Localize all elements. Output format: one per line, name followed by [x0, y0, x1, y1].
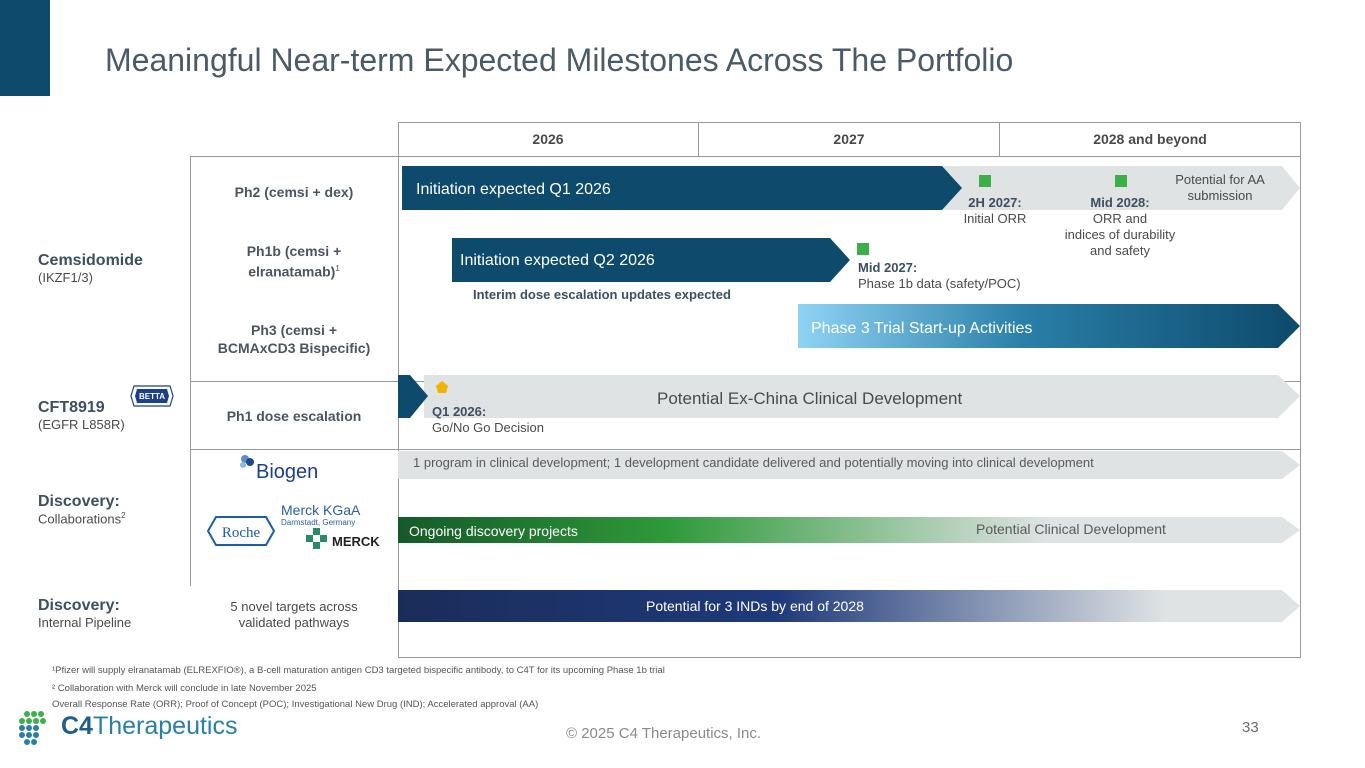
milestone-square-icon: [979, 175, 991, 187]
arrow-internal-inds: [398, 590, 1300, 622]
program-discovery-internal: Discovery: Internal Pipeline: [38, 597, 131, 630]
program-sub: Internal Pipeline: [38, 615, 132, 630]
milestone-2h-2027: 2H 2027: Initial ORR: [963, 195, 1027, 226]
row-label-ph3: Ph3 (cemsi + BCMAxCD3 Bispecific): [217, 322, 371, 356]
row-label-internal: 5 novel targets across validated pathway…: [230, 599, 358, 630]
merck-logo-text: MERCK: [332, 534, 380, 549]
ph1b-interim-text: Interim dose escalation updates expected: [473, 287, 731, 302]
ph1b-initiation-text: Initiation expected Q2 2026: [460, 252, 655, 269]
milestone-square-icon: [857, 243, 869, 255]
merck-kgaa-subtext: Darmstadt, Germany: [281, 518, 356, 527]
title-accent-block: [0, 0, 50, 96]
arrow-cft-exchina: [424, 375, 1300, 418]
page-number: 33: [1242, 719, 1259, 736]
arrow-cft-start: [398, 375, 428, 418]
milestone-q1-2026: Q1 2026: Go/No Go Decision: [432, 404, 544, 435]
milestone-mid-2027: Mid 2027: Phase 1b data (safety/POC): [858, 260, 1021, 291]
footnote-2: ² Collaboration with Merck will conclude…: [52, 683, 317, 694]
slide-title: Meaningful Near-term Expected Milestones…: [105, 42, 1014, 78]
program-sub: Collaborations2: [38, 511, 126, 527]
arrow-ph1b-initiation: [452, 238, 850, 282]
cft-exchina-text: Potential Ex-China Clinical Development: [657, 389, 963, 408]
company-logo-text: C4Therapeutics: [61, 712, 238, 740]
milestone-square-icon: [1115, 175, 1127, 187]
program-name: CFT8919: [38, 399, 105, 416]
internal-inds-text: Potential for 3 INDs by end of 2028: [646, 598, 864, 614]
collab-potential-text: Potential Clinical Development: [976, 521, 1166, 537]
program-cft8919: CFT8919 (EGFR L858R): [38, 399, 125, 432]
ph3-trial-text: Phase 3 Trial Start-up Activities: [811, 320, 1033, 337]
arrow-ph2-extension: [930, 166, 1300, 210]
program-name: Cemsidomide: [38, 252, 143, 269]
pentagon-milestone-icon: [436, 381, 448, 393]
arrow-collab-ongoing: [398, 517, 1300, 543]
merck-kgaa-text: Merck KGaA: [281, 502, 361, 518]
merck-logo: MERCK: [306, 528, 386, 552]
milestone-mid-2028: Mid 2028: ORR and indices of durability …: [1064, 195, 1176, 258]
c4-dots-logo-icon: [18, 710, 58, 746]
collab-ongoing-text: Ongoing discovery projects: [409, 523, 578, 539]
program-discovery-collaborations: Discovery: Collaborations2: [38, 493, 126, 526]
year-header-2027: 2027: [833, 131, 865, 147]
biogen-logo-text: Biogen: [256, 461, 318, 483]
footnote-1: ¹Pfizer will supply elranatamab (ELREXFI…: [52, 665, 665, 676]
roche-logo-text: Roche: [222, 525, 261, 541]
ph2-potential-aa-text: Potential for AA submission: [1175, 172, 1265, 203]
arrow-ph3: [798, 304, 1300, 348]
copyright: © 2025 C4 Therapeutics, Inc.: [566, 725, 762, 742]
collab-programs-text: 1 program in clinical development; 1 dev…: [413, 455, 1094, 470]
betta-logo-text: BETTA: [139, 392, 165, 401]
program-target: (EGFR L858R): [38, 417, 125, 432]
row-label-ph2: Ph2 (cemsi + dex): [234, 184, 354, 200]
program-name: Discovery:: [38, 493, 120, 510]
program-cemsidomide: Cemsidomide (IKZF1/3): [38, 252, 143, 285]
year-header-2026: 2026: [532, 131, 564, 147]
row-label-ph1-dose: Ph1 dose escalation: [226, 408, 362, 424]
arrow-ph2-initiation: [402, 166, 962, 210]
ph2-initiation-text: Initiation expected Q1 2026: [416, 181, 611, 198]
program-target: (IKZF1/3): [38, 270, 93, 285]
footnote-3: Overall Response Rate (ORR); Proof of Co…: [52, 699, 539, 710]
roche-logo: Roche: [206, 515, 276, 547]
program-name: Discovery:: [38, 597, 120, 614]
row-label-ph1b: Ph1b (cemsi + elranatamab)1: [246, 243, 342, 280]
betta-logo: BETTA: [130, 384, 174, 408]
year-header-2028: 2028 and beyond: [1093, 131, 1207, 147]
arrow-collab-programs: [398, 451, 1300, 479]
biogen-logo: Biogen: [236, 451, 326, 483]
